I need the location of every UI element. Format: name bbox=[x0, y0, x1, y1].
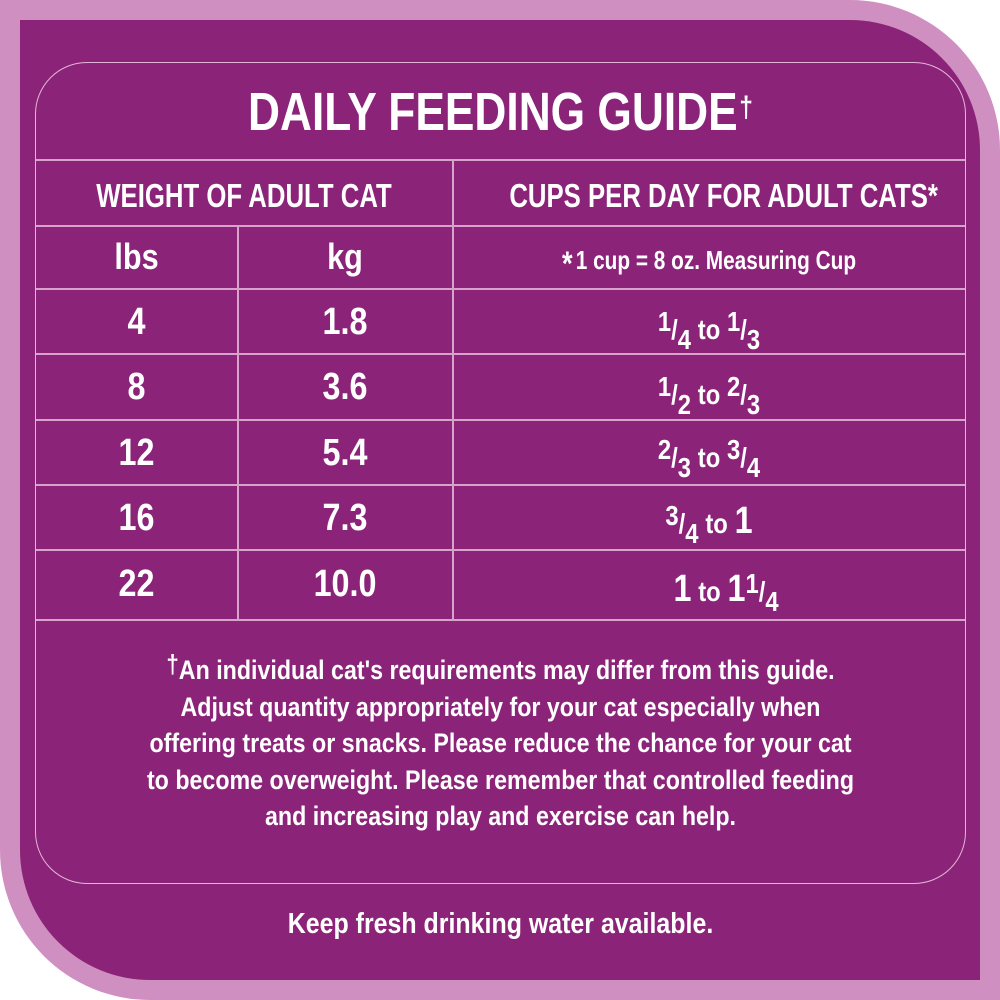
grid-line bbox=[36, 549, 965, 551]
header-lbs: lbs bbox=[114, 236, 159, 277]
cell-lbs: 22 bbox=[118, 563, 155, 605]
feeding-guide-panel bbox=[20, 20, 980, 980]
cell-cups: 1 to 11/4 bbox=[673, 568, 779, 617]
feeding-table-frame bbox=[35, 62, 966, 884]
page-title: DAILY FEEDING GUIDE† bbox=[248, 82, 753, 142]
cell-kg: 3.6 bbox=[322, 366, 368, 408]
grid-line bbox=[36, 288, 965, 290]
cell-cups: 3/4 to 1 bbox=[665, 500, 753, 549]
cell-cups: 2/3 to 3/4 bbox=[657, 434, 761, 483]
dagger-mark: † bbox=[739, 91, 753, 124]
water-note: Keep fresh drinking water available. bbox=[287, 908, 714, 940]
cell-lbs: 16 bbox=[118, 497, 155, 539]
cup-measure-note: * 1 cup = 8 oz. Measuring Cup bbox=[561, 245, 857, 283]
footnote-text: †An individual cat's requirements may di… bbox=[146, 649, 855, 831]
cell-cups: 1/4 to 1/3 bbox=[657, 306, 761, 355]
grid-line bbox=[36, 484, 965, 486]
grid-line bbox=[36, 353, 965, 355]
header-cups: CUPS PER DAY FOR ADULT CATS* bbox=[509, 177, 938, 214]
cell-lbs: 4 bbox=[127, 301, 146, 343]
cell-kg: 10.0 bbox=[313, 563, 377, 605]
header-kg: kg bbox=[327, 236, 363, 277]
grid-line bbox=[36, 619, 965, 621]
grid-line bbox=[237, 226, 239, 620]
grid-line bbox=[36, 419, 965, 421]
grid-line bbox=[36, 159, 965, 161]
cell-lbs: 8 bbox=[127, 366, 146, 408]
cell-kg: 5.4 bbox=[322, 432, 368, 474]
cell-lbs: 12 bbox=[118, 432, 155, 474]
grid-line bbox=[452, 160, 454, 620]
cell-cups: 1/2 to 2/3 bbox=[657, 371, 761, 420]
header-weight: WEIGHT OF ADULT CAT bbox=[96, 177, 392, 214]
grid-line bbox=[36, 225, 965, 227]
cell-kg: 1.8 bbox=[322, 301, 368, 343]
cell-kg: 7.3 bbox=[322, 497, 368, 539]
